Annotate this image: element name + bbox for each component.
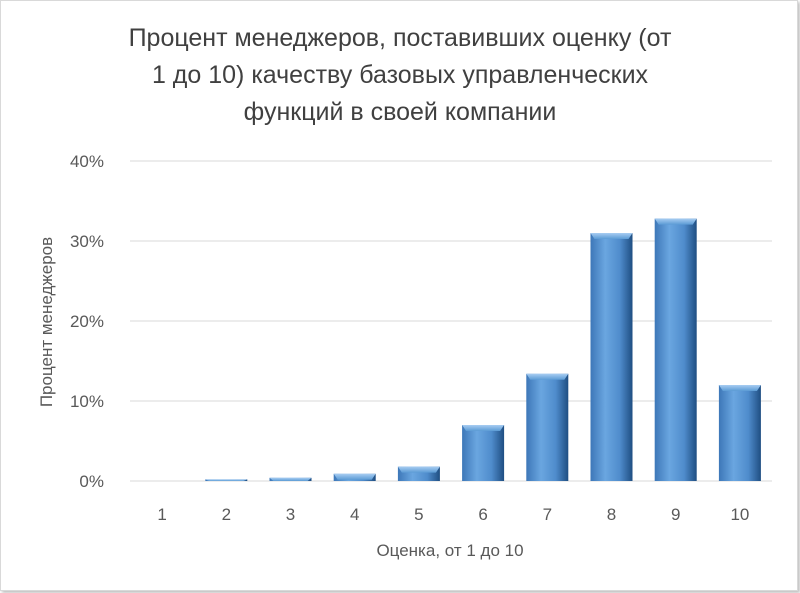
chart-title-line-1: Процент менеджеров, поставивших оценку (…	[128, 24, 672, 52]
x-axis-title: Оценка, от 1 до 10	[376, 541, 523, 560]
x-tick-label: 8	[607, 505, 616, 524]
x-tick-label: 5	[414, 505, 423, 524]
y-tick-label: 20%	[70, 312, 104, 331]
y-axis-title: Процент менеджеров	[37, 237, 56, 407]
y-tick-label: 40%	[70, 152, 104, 171]
bar-cap	[333, 473, 376, 480]
bar-cap	[654, 218, 697, 225]
bar	[526, 373, 569, 481]
bar-body	[462, 425, 505, 481]
x-tick-label: 9	[671, 505, 680, 524]
bar	[269, 477, 312, 481]
bar-cap	[269, 477, 312, 481]
y-tick-label: 30%	[70, 232, 104, 251]
bars	[205, 218, 761, 481]
bar-cap	[205, 479, 248, 481]
x-tick-label: 6	[478, 505, 487, 524]
bar	[590, 233, 633, 481]
bar-body	[526, 373, 569, 481]
chart-title-line-2: 1 до 10) качеству базовых управленческих	[151, 61, 649, 89]
x-tick-label: 1	[157, 505, 166, 524]
x-tick-label: 4	[350, 505, 359, 524]
bar-body	[718, 385, 761, 481]
bar-cap	[718, 385, 761, 391]
x-tick-label: 7	[543, 505, 552, 524]
y-tick-label: 0%	[79, 472, 104, 491]
bar-body	[654, 218, 697, 481]
bar-cap	[590, 233, 633, 239]
x-tick-label: 10	[730, 505, 749, 524]
x-tick-label: 2	[222, 505, 231, 524]
x-tick-labels: 1 2 3 4 5 6 7 8 9 10	[157, 505, 749, 524]
chart-title-line-3: функций в своей компании	[243, 98, 557, 126]
bar-cap	[526, 373, 569, 380]
y-tick-label: 10%	[70, 392, 104, 411]
bar	[397, 466, 440, 481]
bar-cap	[397, 466, 440, 473]
x-tick-label: 3	[286, 505, 295, 524]
bar	[462, 425, 505, 481]
bar-body	[590, 233, 633, 481]
bar	[205, 479, 248, 481]
bar-cap	[462, 425, 505, 431]
y-tick-labels: 0% 10% 20% 30% 40%	[70, 152, 104, 491]
chart-title: Процент менеджеров, поставивших оценку (…	[40, 20, 760, 131]
bar	[333, 473, 376, 481]
bar	[718, 385, 761, 481]
bar	[654, 218, 697, 481]
